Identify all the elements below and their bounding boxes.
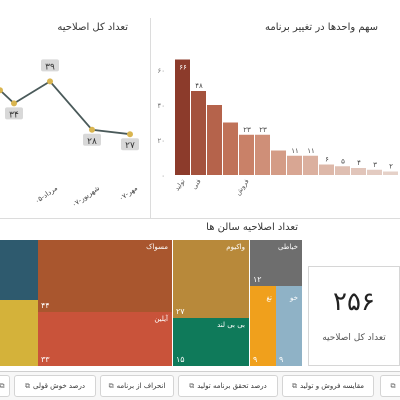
tab-promise-keeping[interactable]: درصد خوش قولی ⧉ — [14, 375, 96, 397]
treemap: مسواک ۴۴ آیلین ۳۳ واکیوم ۲۷ بی بی لند ۱۵… — [0, 240, 302, 366]
bar-value-label: ۳ — [373, 161, 377, 169]
report-icon: ⧉ — [0, 381, 5, 390]
line-value-badge — [5, 107, 23, 120]
line-value-label: ۲۸ — [87, 137, 97, 147]
bar-value-label: ۴ — [357, 159, 361, 167]
treemap-cell[interactable] — [0, 300, 38, 366]
line-chart-title: تعداد کل اصلاحیه — [57, 22, 128, 33]
bar[interactable] — [191, 91, 206, 175]
line-point[interactable] — [47, 78, 53, 85]
treemap-cell-sewing[interactable]: خیاطی ۱۲ — [250, 240, 302, 286]
bar[interactable] — [335, 166, 350, 175]
line-chart: ۳۴ ۳۹ مرداد-۰۵ ۲۸ شهریور-۰۷ ۲۷ مهر-۰۷ — [0, 59, 139, 209]
treemap-cell-ailin[interactable]: آیلین ۳۳ — [38, 312, 172, 366]
bar-y-tick: ۰ — [161, 172, 165, 180]
report-icon: ⧉ — [390, 381, 396, 390]
treemap-cell-label: خیاطی — [278, 243, 298, 251]
report-icon: ⧉ — [189, 381, 195, 390]
bar-value-label: ۵ — [341, 157, 345, 165]
bar[interactable] — [207, 105, 222, 175]
bar[interactable] — [367, 169, 382, 175]
bar-chart: ۶۰ ۴۰ ۲۰ ۰ ۶۶ تولید ۴۸ فنی ۲۳ فروش ۲۳ ۱۱ ۱۱ ۶ ۵ ۴ ۳ ۲ — [157, 59, 398, 197]
report-icon: ⧉ — [108, 381, 114, 390]
treemap-cell-label: مسواک — [146, 243, 168, 251]
kpi-card: ۲۵۶ تعداد کل اصلاحیه — [308, 266, 400, 366]
treemap-cell-small-blue[interactable]: خو ۹ — [276, 286, 302, 366]
report-icon: ⧉ — [291, 381, 297, 390]
treemap-cell-label: تغ — [266, 294, 272, 302]
treemap-cell-miswak[interactable]: مسواک ۴۴ — [38, 240, 172, 312]
bar-y-tick: ۴۰ — [157, 102, 165, 110]
treemap-cell-value: ۱۵ — [176, 355, 185, 364]
line-value-label: ۳۴ — [9, 110, 19, 120]
panel-divider-horizontal — [0, 218, 400, 219]
bar-value-label: ۶۶ — [179, 64, 187, 72]
treemap-cell-label: آیلین — [154, 315, 168, 323]
bar[interactable] — [223, 122, 238, 176]
line-point[interactable] — [127, 131, 133, 138]
treemap-cell-value: ۱۲ — [253, 275, 262, 284]
bar[interactable] — [287, 155, 302, 175]
bar[interactable] — [255, 134, 270, 175]
line-point[interactable] — [0, 87, 3, 94]
bar-value-label: ۴۸ — [195, 82, 203, 90]
treemap-cell-label: خو — [290, 294, 298, 302]
tab-sales-vs-production[interactable]: مقایسه فروش و تولید ⧉ — [282, 375, 374, 397]
line-value-label: ۲۷ — [125, 141, 135, 151]
kpi-value: ۲۵۶ — [333, 287, 375, 317]
tab-label: درصد تحقق برنامه تولید — [197, 382, 267, 390]
tab-production-plan-achievement[interactable]: درصد تحقق برنامه تولید ⧉ — [178, 375, 278, 397]
treemap-cell[interactable] — [0, 240, 38, 300]
line-value-label: ۳۹ — [45, 62, 55, 72]
tab-overflow-left[interactable]: ⧉ — [0, 375, 10, 397]
report-tabs-bar: مقایسه فروش و تولید ⧉ درصد تحقق برنامه تو… — [0, 371, 400, 400]
kpi-label: تعداد کل اصلاحیه — [322, 333, 386, 343]
treemap-cell-value: ۹ — [279, 355, 284, 364]
bar-value-label: ۲۳ — [259, 126, 267, 134]
treemap-cell-vacuum[interactable]: واکیوم ۲۷ — [173, 240, 249, 318]
treemap-cell-value: ۲۷ — [176, 307, 185, 316]
bar-x-label: فروش — [234, 178, 251, 197]
bar[interactable] — [383, 171, 398, 176]
bar[interactable] — [351, 168, 366, 175]
treemap-cell-value: ۳۳ — [41, 355, 50, 364]
treemap-cell-label: واکیوم — [226, 243, 245, 251]
line-x-label: شهریور-۰۷ — [70, 184, 101, 209]
bar-value-label: ۱۱ — [291, 147, 299, 155]
line-value-badge — [121, 138, 139, 151]
bar-x-label: فنی — [190, 178, 203, 191]
line-x-label: مرداد-۰۵ — [33, 184, 59, 206]
panel-divider-vertical — [150, 18, 151, 218]
bar-value-label: ۱۱ — [307, 147, 315, 155]
tab-label: مقایسه فروش و تولید — [299, 382, 365, 390]
line-value-badge — [83, 133, 101, 146]
line-point[interactable] — [89, 126, 95, 133]
tab-overflow-right[interactable]: ⧉ — [380, 375, 400, 397]
bar-x-label: تولید — [173, 177, 187, 192]
line-point[interactable] — [11, 100, 17, 107]
treemap-title: تعداد اصلاحیه سالن ها — [206, 222, 298, 233]
tab-label: درصد خوش قولی — [33, 382, 85, 390]
treemap-cell-bibiland[interactable]: بی بی لند ۱۵ — [173, 318, 249, 366]
treemap-cell-value: ۴۴ — [41, 301, 50, 310]
treemap-cell-value: ۹ — [253, 355, 258, 364]
treemap-cell-label: بی بی لند — [217, 321, 245, 329]
line-x-label: مهر-۰۷ — [117, 184, 139, 203]
bar-value-label: ۶ — [325, 156, 329, 164]
bar[interactable] — [239, 134, 254, 175]
bar[interactable] — [271, 150, 286, 176]
bar[interactable] — [319, 164, 334, 176]
bar-value-label: ۲ — [389, 163, 393, 171]
line-value-badge — [41, 59, 59, 72]
bar-value-label: ۲۳ — [243, 126, 251, 134]
bar[interactable] — [303, 155, 318, 175]
bar[interactable] — [175, 59, 190, 176]
bar-y-tick: ۲۰ — [157, 137, 165, 145]
tab-label: انحراف از برنامه — [116, 382, 166, 390]
treemap-cell-small-orange[interactable]: تغ ۹ — [250, 286, 276, 366]
bar-chart-title: سهم واحدها در تغییر برنامه — [264, 22, 378, 33]
tab-plan-deviation[interactable]: انحراف از برنامه ⧉ — [100, 375, 174, 397]
bar-y-tick: ۶۰ — [157, 67, 165, 75]
report-icon: ⧉ — [25, 381, 31, 390]
